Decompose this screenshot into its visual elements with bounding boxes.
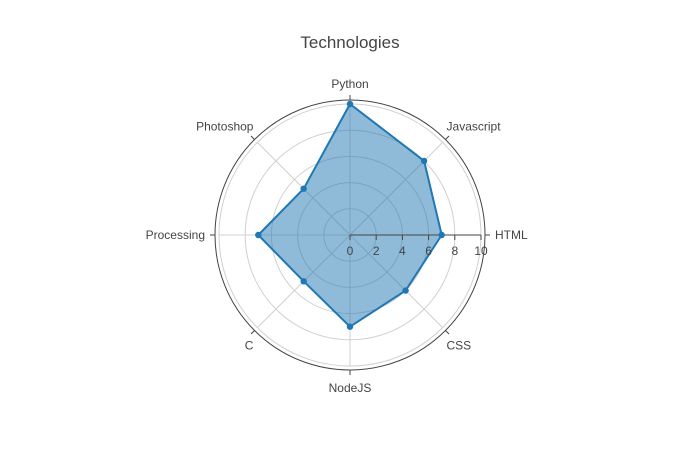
angular-tick-c [250, 330, 255, 335]
data-point-css [402, 287, 409, 294]
category-label-processing: Processing [146, 228, 205, 242]
data-point-javascript [420, 157, 428, 165]
angular-tick-photoshop [250, 135, 255, 140]
data-point-photoshop [300, 185, 307, 192]
chart-title: Technologies [300, 33, 400, 52]
angular-tick-css [445, 330, 450, 335]
data-point-html [438, 231, 445, 239]
radial-tick-label-0: 0 [347, 244, 354, 258]
category-label-css: CSS [447, 339, 472, 353]
radial-tick-label-2: 2 [373, 244, 380, 258]
category-label-c: C [245, 339, 254, 353]
radial-tick-label-10: 10 [474, 244, 488, 258]
category-label-nodejs: NodeJS [329, 381, 372, 395]
category-label-python: Python [331, 77, 368, 91]
series-area [257, 103, 443, 328]
category-label-javascript: Javascript [447, 119, 502, 133]
radial-tick-label-4: 4 [399, 244, 406, 258]
radial-tick-label-6: 6 [425, 244, 432, 258]
data-point-python [346, 100, 354, 108]
category-label-html: HTML [495, 228, 528, 242]
data-point-c [300, 278, 307, 285]
radial-tick-label-8: 8 [451, 244, 458, 258]
angular-tick-javascript [445, 135, 450, 140]
category-label-photoshop: Photoshop [196, 119, 254, 133]
data-point-nodejs [346, 323, 354, 330]
data-point-processing [255, 231, 262, 239]
